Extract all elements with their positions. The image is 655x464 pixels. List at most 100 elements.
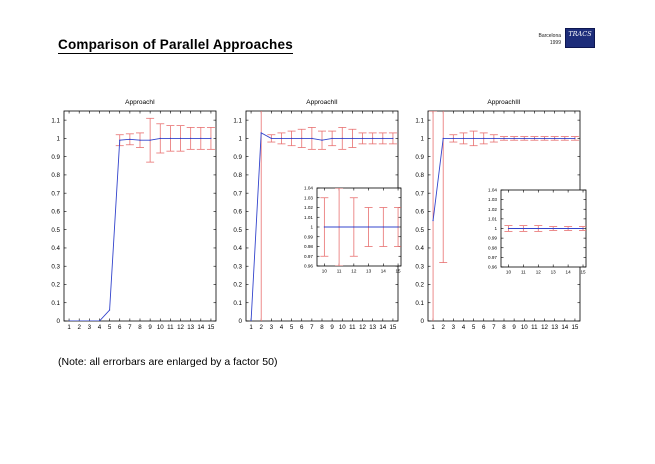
chart-1-xtick-label: 13: [187, 324, 194, 331]
inset-2-data-point: [353, 226, 355, 228]
chart-2-xtick-label: 15: [389, 324, 396, 331]
chart-1-data-point: [190, 137, 192, 139]
inset-3-xtick-label: 10: [506, 270, 512, 275]
chart-1-ytick-label: 0.4: [51, 245, 60, 252]
inset-2-ytick-label: 1.03: [304, 195, 313, 200]
chart-1-data-point: [139, 139, 141, 141]
inset-2-xtick-label: 15: [395, 269, 401, 274]
chart-2-data-point: [291, 137, 293, 139]
chart-2-xtick-label: 11: [349, 324, 356, 331]
conference-location: Barcelona: [538, 33, 561, 39]
chart-2-ytick-label: 0.7: [233, 190, 242, 197]
chart-1-data-point: [119, 139, 121, 141]
chart-2-ytick-label: 0: [239, 318, 243, 325]
chart-1-ytick-label: 0: [57, 318, 61, 325]
chart-1-data-point: [169, 137, 171, 139]
chart-3-xtick-label: 13: [551, 324, 558, 331]
inset-3-series-group: [504, 225, 586, 232]
inset-3-ytick-label: 0.98: [488, 245, 497, 250]
chart-2-data-point: [311, 137, 313, 139]
chart-2-ytick-label: 0.2: [233, 282, 242, 289]
inset-2-data-point: [338, 226, 340, 228]
chart-1-series-group: [68, 117, 215, 321]
chart-3-ytick-label: 0.5: [415, 227, 424, 234]
chart-1-data-point: [200, 137, 202, 139]
chart-3-xtick-label: 12: [541, 324, 548, 331]
inset-3-xtick-label: 14: [566, 270, 572, 275]
chart-1-data-point: [210, 137, 212, 139]
chart-2-ytick-label: 0.1: [233, 300, 242, 307]
chart-2-data-point: [250, 320, 252, 321]
chart-3-ytick-label: 0.2: [415, 282, 424, 289]
chart-3-data-point: [564, 137, 566, 139]
inset-3-ytick-label: 0.96: [488, 265, 497, 270]
chart-1-ytick-label: 1.1: [51, 117, 60, 124]
chart-2-xtick-label: 9: [330, 324, 334, 331]
chart-1-xtick-label: 6: [118, 324, 122, 331]
inset-2-ytick-label: 1: [310, 225, 313, 230]
inset-2-xtick-label: 14: [381, 269, 387, 274]
inset-2-data-point: [367, 226, 370, 228]
chart-3-ytick-label: 0.8: [415, 172, 424, 179]
chart-1-xtick-label: 1: [67, 324, 71, 331]
chart-1-ytick-label: 0.7: [51, 190, 60, 197]
chart-2-data-point: [382, 137, 384, 139]
chart-1-data-point: [109, 309, 111, 311]
chart-2-data-point: [351, 137, 353, 139]
inset-chart-2: 10 11 12 13 14 15 0.96 0.97 0.98 0.99 1 1.01 1.02 1.0…: [304, 186, 402, 274]
chart-3-data-point: [462, 137, 465, 139]
inset-3-data-point: [582, 227, 584, 230]
chart-1-data-point: [68, 320, 70, 321]
chart-3-series-group: [429, 111, 579, 321]
chart-3-xtick-label: 7: [492, 324, 496, 331]
chart-2-xtick-label: 5: [290, 324, 294, 331]
chart-2-xtick-label: 7: [310, 324, 314, 331]
chart-2-xtick-label: 2: [259, 324, 263, 331]
chart-2-xtick-label: 3: [270, 324, 274, 331]
chart-3-ytick-label: 0: [421, 318, 425, 325]
chart-3-data-point: [513, 137, 515, 139]
chart-2-data-point: [331, 137, 333, 139]
chart-1-xtick-label: 9: [148, 324, 152, 331]
chart-1-data-point: [88, 320, 90, 321]
chart-2-data-point: [361, 137, 364, 139]
chart-1-ytick-label: 0.1: [51, 300, 60, 307]
inset-2-ytick-label: 0.96: [304, 264, 313, 269]
chart-3-ytick-label: 1: [421, 136, 425, 143]
inset-2-ytick-label: 1.04: [304, 186, 313, 191]
chart-2-data-point: [372, 137, 374, 139]
chart-2-ytick-label: 0.5: [233, 227, 242, 234]
inset-3-ytick-label: 1.01: [488, 216, 497, 221]
chart-1-ytick-label: 0.5: [51, 227, 60, 234]
inset-2-ytick-label: 0.99: [304, 234, 313, 239]
inset-3-xtick-label: 11: [521, 270, 526, 275]
chart-1-xtick-label: 3: [88, 324, 92, 331]
inset-2-xtick-label: 12: [351, 269, 357, 274]
page-title: Comparison of Parallel Approaches: [58, 37, 293, 54]
chart-2-ytick-label: 0.6: [233, 209, 242, 216]
chart-3-ytick-label: 0.1: [415, 300, 424, 307]
inset-2-data-point: [323, 226, 325, 228]
chart-3-data-point: [554, 137, 556, 139]
inset-3-ytick-label: 0.99: [488, 236, 497, 241]
chart-3-ytick-label: 0.4: [415, 245, 424, 252]
inset-3-data-point: [537, 227, 539, 230]
chart-title: ApproachIII: [487, 99, 520, 106]
chart-1-xtick-label: 8: [138, 324, 142, 331]
chart-3-data-point: [533, 137, 536, 139]
chart-2-ytick-label: 0.3: [233, 263, 242, 270]
conference-header: Barcelona 1999: [518, 29, 598, 53]
chart-2-xtick-label: 6: [300, 324, 304, 331]
chart-1-xtick-label: 5: [108, 324, 112, 331]
chart-2-xtick-label: 14: [379, 324, 386, 331]
chart-1-data-point: [129, 138, 131, 140]
inset-3-data-point: [507, 227, 510, 230]
inset-2-series-group: [320, 188, 401, 266]
chart-1-xtick-label: 2: [77, 324, 81, 331]
chart-1-data-point: [179, 137, 182, 139]
chart-1-data-point: [149, 139, 151, 141]
inset-2-ytick-label: 0.98: [304, 244, 313, 249]
